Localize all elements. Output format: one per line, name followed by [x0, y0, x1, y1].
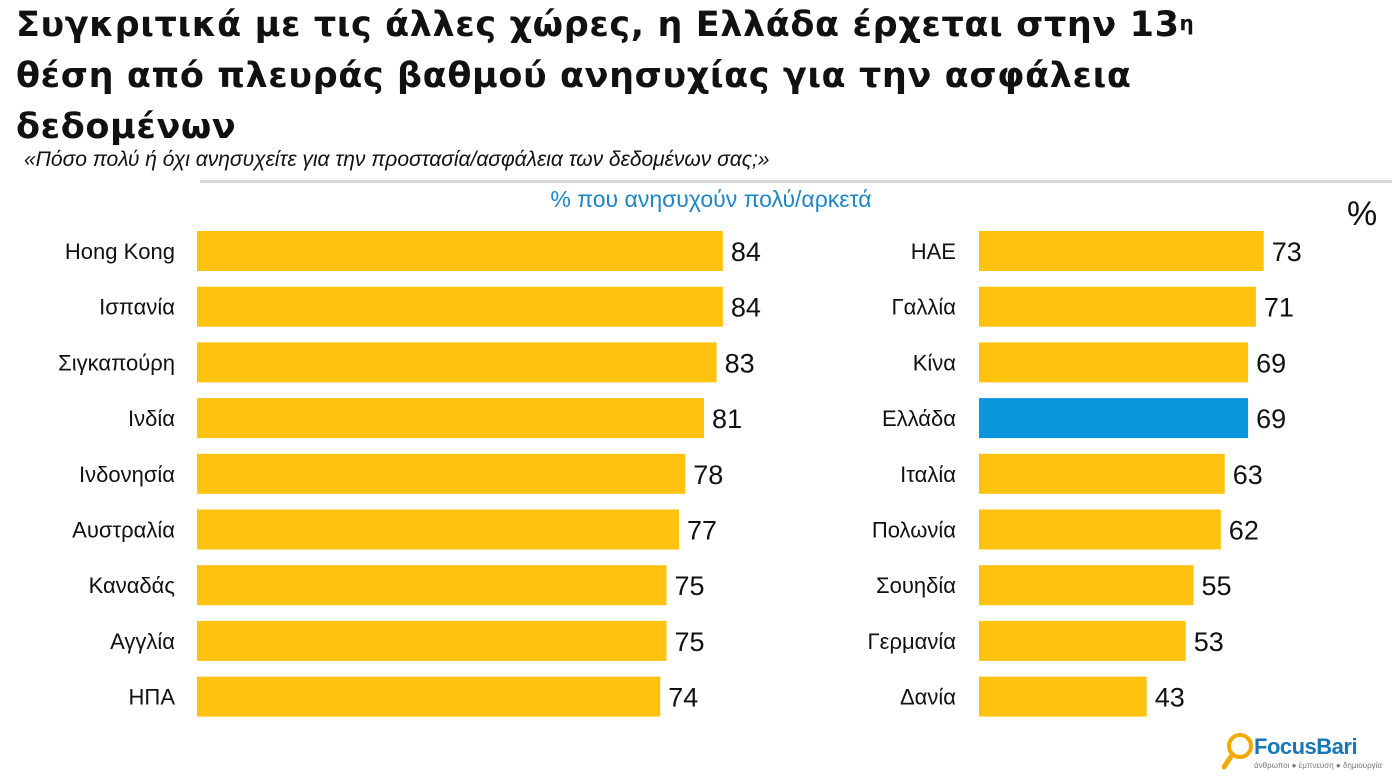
bar-σουηδία — [979, 565, 1194, 606]
bar-ηπα — [197, 676, 661, 717]
bar-κίνα — [979, 342, 1249, 383]
category-label-αγγλία: Αγγλία — [110, 629, 175, 654]
bar-αγγλία — [197, 620, 667, 661]
question-subtitle: «Πόσο πολύ ή όχι ανησυχείτε για την προσ… — [24, 148, 770, 171]
bar-καναδάς — [197, 565, 667, 606]
category-label-ινδονησία: Ινδονησία — [79, 462, 175, 487]
bar-γαλλία — [979, 286, 1256, 327]
title-main: Συγκριτικά με τις άλλες χώρες, η Ελλάδα … — [16, 5, 1180, 45]
legend-label: % που ανησυχούν πολύ/αρκετά — [550, 186, 872, 212]
logo-tagline: άνθρωποι ● έμπνευση ● δημιουργία — [1254, 761, 1383, 770]
bar-γερμανία — [979, 620, 1186, 661]
value-label-γερμανία: 53 — [1194, 627, 1224, 657]
category-label-καναδάς: Καναδάς — [89, 573, 175, 598]
category-label-σουηδία: Σουηδία — [876, 573, 956, 598]
category-label-δανία: Δανία — [900, 685, 956, 710]
left-panel: Hong Kong 84 Ισπανία 84 Σιγκαπούρη 83 Ινδία 81 Ι… — [58, 231, 761, 717]
bar-hong-kong — [197, 231, 723, 271]
page-title: Συγκριτικά με τις άλλες χώρες, η Ελλάδα … — [16, 0, 1356, 153]
value-label-γαλλία: 71 — [1264, 293, 1294, 323]
value-label-δανία: 43 — [1155, 683, 1185, 713]
category-label-ελλάδα: Ελλάδα — [882, 406, 956, 431]
value-label-σιγκαπούρη: 83 — [725, 348, 755, 378]
value-label-κίνα: 69 — [1256, 348, 1286, 378]
category-label-γαλλία: Γαλλία — [892, 295, 957, 320]
category-label-ηπα: ΗΠΑ — [129, 685, 176, 710]
category-label-αυστραλία: Αυστραλία — [72, 518, 175, 543]
category-label-hong-kong: Hong Kong — [65, 239, 175, 264]
title-rest: θέση από πλευράς βαθμού ανησυχίας για τη… — [16, 56, 1132, 147]
value-label-ηπα: 74 — [668, 683, 698, 713]
bar-αυστραλία — [197, 509, 680, 550]
bar-ινδονησία — [197, 453, 686, 494]
category-label-κίνα: Κίνα — [913, 350, 957, 375]
bar-ηαε — [979, 231, 1264, 271]
category-label-σιγκαπούρη: Σιγκαπούρη — [58, 350, 175, 375]
unit-label: % — [1347, 195, 1378, 233]
value-label-αυστραλία: 77 — [687, 516, 717, 546]
bar-δανία — [979, 676, 1147, 717]
value-label-hong-kong: 84 — [731, 237, 761, 267]
category-label-ιταλία: Ιταλία — [900, 462, 956, 487]
logo-name: FocusBari — [1254, 734, 1358, 759]
category-label-ινδία: Ινδία — [128, 406, 175, 431]
value-label-ινδία: 81 — [712, 404, 742, 434]
bar-ινδία — [197, 398, 705, 439]
bar-ιταλία — [979, 453, 1225, 494]
value-label-ισπανία: 84 — [731, 293, 761, 323]
category-label-ηαε: ΗΑΕ — [911, 239, 956, 264]
value-label-ηαε: 73 — [1272, 237, 1302, 267]
focusbari-logo: FocusBari άνθρωποι ● έμπνευση ● δημιουργ… — [1222, 730, 1382, 774]
category-label-ισπανία: Ισπανία — [99, 295, 175, 320]
divider-line — [200, 180, 1392, 183]
value-label-σουηδία: 55 — [1202, 571, 1232, 601]
value-label-αγγλία: 75 — [675, 627, 705, 657]
right-panel: ΗΑΕ 73 Γαλλία 71 Κίνα 69 Ελλάδα 69 Ιταλία 63 Πολων… — [868, 231, 1302, 717]
value-label-ινδονησία: 78 — [693, 460, 723, 490]
bar-ελλάδα — [979, 398, 1249, 439]
category-label-πολωνία: Πολωνία — [872, 518, 956, 543]
bar-σιγκαπούρη — [197, 342, 717, 383]
bar-ισπανία — [197, 286, 723, 327]
magnifier-icon — [1222, 733, 1253, 770]
value-label-ιταλία: 63 — [1233, 460, 1263, 490]
title-superscript: η — [1179, 11, 1195, 35]
category-label-γερμανία: Γερμανία — [868, 629, 957, 654]
value-label-πολωνία: 62 — [1229, 516, 1259, 546]
value-label-καναδάς: 75 — [675, 571, 705, 601]
bar-πολωνία — [979, 509, 1221, 550]
value-label-ελλάδα: 69 — [1256, 404, 1286, 434]
